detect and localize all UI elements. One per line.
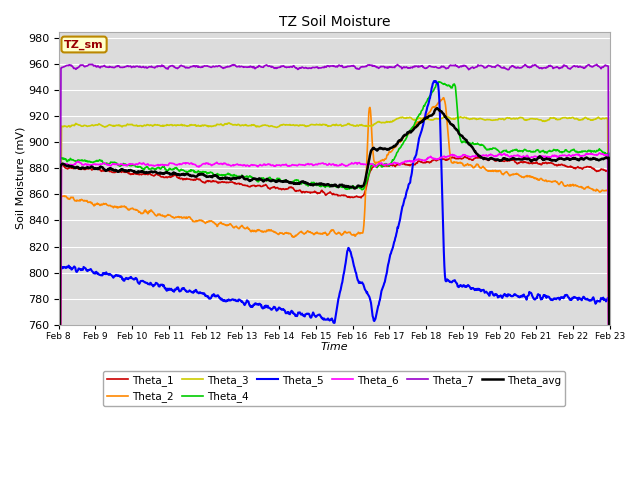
Theta_5 bbox=[430, 78, 438, 84]
Theta_5 bbox=[111, 273, 119, 279]
Y-axis label: Soil Moisture (mV): Soil Moisture (mV) bbox=[15, 127, 25, 229]
Theta_6 bbox=[433, 156, 441, 162]
Theta_avg bbox=[434, 106, 442, 112]
Theta_1 bbox=[111, 169, 119, 175]
Theta_avg bbox=[111, 167, 119, 173]
Legend: Theta_1, Theta_2, Theta_3, Theta_4, Theta_5, Theta_6, Theta_7, Theta_avg: Theta_1, Theta_2, Theta_3, Theta_4, Thet… bbox=[103, 371, 565, 406]
Theta_2 bbox=[433, 101, 441, 107]
Theta_3 bbox=[298, 122, 305, 128]
Theta_avg bbox=[433, 105, 441, 111]
Theta_7 bbox=[593, 61, 600, 67]
Theta_7 bbox=[433, 65, 441, 71]
Line: Theta_avg: Theta_avg bbox=[59, 108, 610, 480]
Theta_7 bbox=[298, 65, 305, 71]
Theta_avg bbox=[298, 179, 305, 185]
Theta_4 bbox=[495, 149, 503, 155]
Line: Theta_2: Theta_2 bbox=[59, 98, 610, 480]
Theta_4 bbox=[485, 146, 493, 152]
Theta_6 bbox=[495, 152, 502, 157]
Theta_6 bbox=[596, 150, 604, 156]
Theta_6 bbox=[111, 162, 119, 168]
Theta_4 bbox=[435, 79, 443, 84]
Line: Theta_6: Theta_6 bbox=[59, 153, 610, 480]
Theta_5 bbox=[434, 80, 442, 86]
Theta_2 bbox=[278, 230, 285, 236]
Theta_1 bbox=[278, 187, 285, 192]
Theta_3 bbox=[495, 116, 503, 122]
Theta_6 bbox=[298, 162, 305, 168]
Theta_2 bbox=[495, 168, 503, 174]
Text: TZ_sm: TZ_sm bbox=[64, 39, 104, 49]
Theta_2 bbox=[298, 228, 305, 234]
Theta_2 bbox=[440, 95, 447, 101]
Theta_1 bbox=[433, 157, 441, 163]
Theta_6 bbox=[278, 162, 285, 168]
Theta_5 bbox=[278, 307, 285, 312]
Theta_4 bbox=[278, 178, 285, 184]
Theta_3 bbox=[433, 116, 441, 122]
Theta_3 bbox=[278, 122, 285, 128]
Theta_6 bbox=[484, 152, 492, 158]
Line: Theta_3: Theta_3 bbox=[59, 117, 610, 480]
Theta_avg bbox=[278, 179, 285, 184]
Theta_7 bbox=[111, 64, 119, 70]
Theta_3 bbox=[456, 114, 464, 120]
X-axis label: Time: Time bbox=[321, 342, 348, 352]
Line: Theta_4: Theta_4 bbox=[59, 82, 610, 480]
Line: Theta_1: Theta_1 bbox=[59, 156, 610, 480]
Theta_avg bbox=[485, 157, 493, 163]
Theta_1 bbox=[485, 157, 493, 163]
Theta_5 bbox=[298, 311, 305, 317]
Theta_5 bbox=[495, 293, 503, 299]
Theta_2 bbox=[485, 168, 493, 174]
Theta_1 bbox=[495, 157, 503, 163]
Theta_3 bbox=[485, 117, 493, 122]
Theta_7 bbox=[278, 63, 285, 69]
Theta_1 bbox=[461, 154, 468, 159]
Theta_avg bbox=[495, 157, 503, 163]
Theta_4 bbox=[298, 181, 305, 187]
Theta_4 bbox=[433, 80, 441, 85]
Theta_2 bbox=[111, 204, 119, 209]
Theta_5 bbox=[485, 293, 493, 299]
Line: Theta_7: Theta_7 bbox=[59, 64, 610, 480]
Line: Theta_5: Theta_5 bbox=[59, 81, 610, 480]
Theta_1 bbox=[298, 189, 305, 195]
Title: TZ Soil Moisture: TZ Soil Moisture bbox=[278, 15, 390, 29]
Theta_4 bbox=[111, 160, 119, 166]
Theta_7 bbox=[484, 62, 492, 68]
Theta_7 bbox=[495, 63, 502, 69]
Theta_3 bbox=[111, 123, 119, 129]
